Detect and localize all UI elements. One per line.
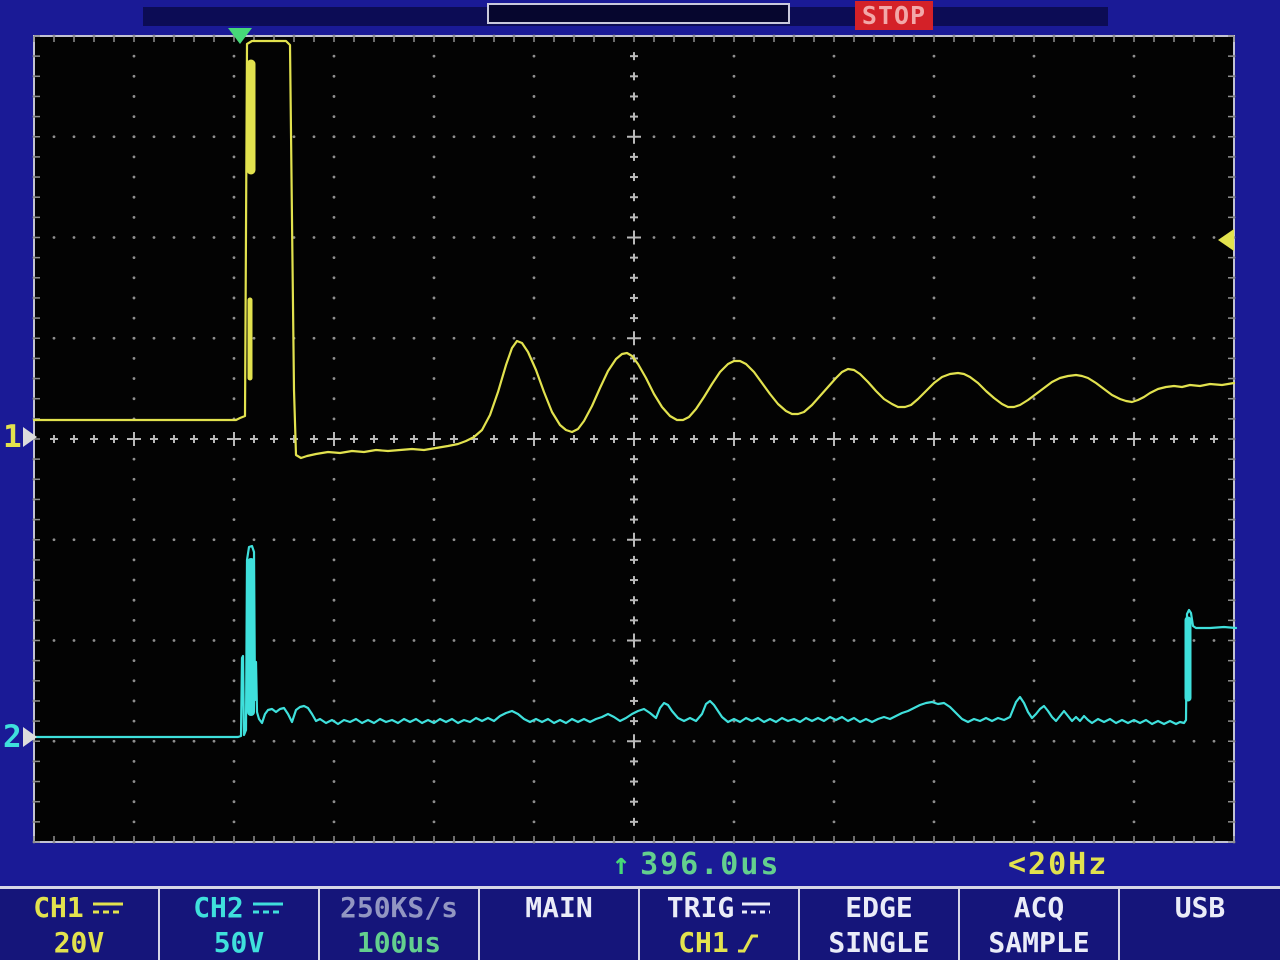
trig-label: TRIG xyxy=(666,891,735,924)
timebase-label: 100us xyxy=(356,926,442,959)
right-triangle-icon xyxy=(22,727,37,747)
menu-cell-ch2[interactable]: CH2 50V xyxy=(160,889,320,960)
softkey-menu: CH1 20V CH2 50V 250KS/s 100us MAIN TRIG xyxy=(0,886,1280,960)
rising-edge-icon xyxy=(737,934,758,952)
acquisition-status-badge: STOP xyxy=(855,1,933,30)
menu-cell-main[interactable]: MAIN xyxy=(480,889,640,960)
right-triangle-icon xyxy=(22,427,37,447)
ch1-marker-label: 1 xyxy=(3,419,22,455)
dc-coupling-icon xyxy=(742,902,771,913)
menu-cell-trigger-mode[interactable]: EDGE SINGLE xyxy=(800,889,960,960)
trig-source-label: CH1 xyxy=(678,926,729,959)
main-label: MAIN xyxy=(525,891,593,924)
sample-rate-label: 250KS/s xyxy=(339,891,458,924)
frequency-readout: <20Hz xyxy=(1008,847,1109,882)
sample-label: SAMPLE xyxy=(988,926,1090,959)
menu-cell-trigger[interactable]: TRIG CH1 xyxy=(640,889,800,960)
trigger-time-value: 396.0us xyxy=(640,847,781,882)
ch1-label: CH1 xyxy=(33,891,84,924)
single-label: SINGLE xyxy=(828,926,930,959)
menu-cell-ch1[interactable]: CH1 20V xyxy=(0,889,160,960)
ch2-scale: 50V xyxy=(213,926,265,959)
horizontal-position-indicator[interactable] xyxy=(487,3,790,24)
time-arrow-icon: ↑ xyxy=(612,847,631,882)
dc-coupling-icon xyxy=(92,902,123,913)
trigger-time-readout: ↑ 396.0us xyxy=(612,847,781,882)
edge-label: EDGE xyxy=(845,891,913,924)
ch1-scale: 20V xyxy=(53,926,105,959)
ch2-marker-label: 2 xyxy=(3,719,22,755)
ch2-zero-marker[interactable]: 2 xyxy=(3,720,37,754)
menu-cell-usb[interactable]: USB xyxy=(1120,889,1280,960)
acq-label: ACQ xyxy=(1013,891,1065,924)
usb-label: USB xyxy=(1174,891,1226,924)
menu-cell-timebase[interactable]: 250KS/s 100us xyxy=(320,889,480,960)
menu-cell-acquire[interactable]: ACQ SAMPLE xyxy=(960,889,1120,960)
ch1-zero-marker[interactable]: 1 xyxy=(3,420,37,454)
ch2-label: CH2 xyxy=(193,891,244,924)
dc-coupling-icon xyxy=(252,902,283,913)
graticule xyxy=(34,36,1234,842)
